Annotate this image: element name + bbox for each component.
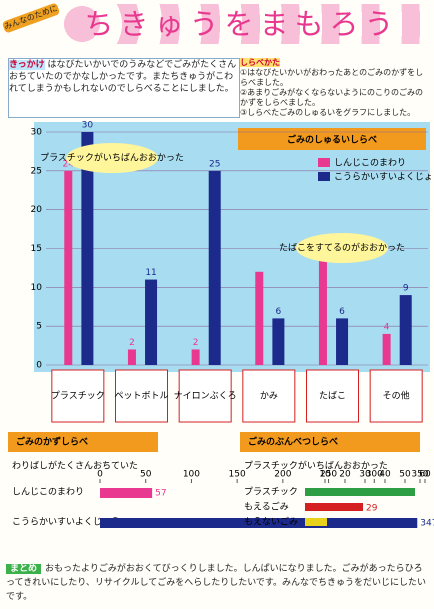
y-tick-label: 5: [36, 322, 42, 332]
x-tick-label: 20: [339, 470, 351, 480]
data-label: 347: [420, 519, 434, 529]
x-tick-label: 0: [97, 470, 103, 480]
data-label: 6: [339, 307, 345, 317]
bar: [127, 349, 136, 365]
data-label: 4: [384, 322, 390, 332]
y-tick-label: 10: [31, 283, 43, 293]
x-tick-label: 100: [183, 470, 200, 480]
x-tick-label: 50: [140, 470, 152, 480]
category-box: [242, 369, 296, 423]
chart-title: ごみのかずしらべ: [16, 436, 88, 448]
bar: [64, 170, 73, 365]
legend-swatch: [318, 172, 330, 181]
x-tick-label: かみ: [260, 391, 278, 402]
x-tick-label: たばこ: [319, 391, 346, 402]
x-tick-label: ナイロンぶくろ: [174, 391, 237, 402]
data-label: 24: [63, 159, 75, 169]
bar: [382, 333, 391, 365]
x-tick-label: 10: [319, 470, 331, 480]
summary-box: まとめ おもったよりごみがおおくてびっくりしました。しんぱいになりました。ごみがあ…: [6, 562, 428, 606]
method-item: ①はなびたいかいがおわったあとのごみのかずをしらべました。: [240, 68, 424, 87]
data-label: 57: [155, 489, 166, 499]
legend-label: こうらかいすいよくじょう: [334, 172, 434, 183]
bar: [305, 518, 327, 526]
bar: [318, 256, 327, 365]
y-tick-label: プラスチック: [244, 487, 298, 498]
motive-box: きっかけ はなびたいかいでのうみなどでごみがたくさんおちていたのでかなしかったで…: [8, 58, 240, 118]
bar: [272, 318, 285, 365]
note-bubble: [66, 143, 158, 173]
chart-title: ごみのしゅるいしらべ: [287, 134, 377, 146]
summary-text: おもったよりごみがおおくてびっくりしました。しんぱいになりました。ごみがあったら…: [6, 564, 427, 602]
legend-swatch: [318, 158, 330, 167]
title: ちきゅうをまもろう: [62, 4, 422, 44]
annotation: プラスチックがいちばんおおかった: [40, 152, 184, 164]
x-tick-label: 150: [229, 470, 246, 480]
y-tick-label: 30: [31, 128, 43, 138]
data-label: 9: [403, 284, 409, 294]
note-bubble: [296, 233, 388, 263]
method-item: ②あまりごみがなくならないようにのこりのごみのかずをしらべました。: [240, 88, 424, 107]
data-label: 25: [209, 159, 220, 169]
bar: [336, 318, 349, 365]
data-label: 29: [366, 504, 378, 514]
x-tick-label: 40: [379, 470, 391, 480]
bar: [305, 488, 415, 496]
data-label: 30: [82, 121, 94, 131]
data-label: 2: [129, 338, 135, 348]
chart-title: ごみのぶんべつしらべ: [248, 436, 338, 448]
x-tick-label: ペットボトル: [114, 391, 168, 402]
x-tick-label: 250: [320, 470, 337, 480]
y-tick-label: 20: [31, 205, 43, 215]
motive-text: はなびたいかいでのうみなどでごみがたくさんおちていたのでかなしかったです。またち…: [9, 60, 237, 94]
data-label: 11: [145, 268, 156, 278]
chart-title-bg: [240, 432, 420, 452]
legend-label: しんじこのまわり: [334, 158, 406, 169]
data-label: 6: [276, 307, 282, 317]
chart-title-bg: [238, 128, 426, 150]
x-tick-label: 350: [411, 470, 428, 480]
annotation: たばこをすてるのがおおかった: [279, 242, 405, 254]
bar: [255, 271, 264, 365]
method-label: しらべかた: [240, 58, 280, 67]
y-tick-label: もえるごみ: [244, 501, 289, 513]
chart-title-bg: [8, 432, 158, 452]
x-tick-label: 50: [399, 470, 411, 480]
bar: [208, 170, 221, 365]
category-box: [115, 369, 168, 423]
x-tick-label: プラスチック: [51, 391, 105, 402]
summary-label: まとめ: [6, 564, 42, 574]
category-box: [369, 369, 423, 423]
x-tick-label: 200: [274, 470, 291, 480]
bar: [100, 518, 418, 528]
x-tick-label: 60: [419, 470, 431, 480]
y-tick-label: 0: [36, 361, 42, 371]
note: わりばしがたくさんおちていた: [12, 460, 138, 472]
x-tick-label: 300: [366, 470, 383, 480]
bar: [145, 279, 158, 365]
x-tick-label: 30: [359, 470, 371, 480]
note: プラスチックがいちばんおおかった: [244, 460, 388, 472]
category-box: [306, 369, 359, 423]
y-tick-label: しんじこのまわり: [12, 487, 84, 498]
category-box: [178, 369, 232, 423]
bar: [399, 295, 412, 365]
y-tick-label: 15: [31, 244, 42, 254]
bar: [305, 503, 363, 511]
y-tick-label: 25: [31, 166, 42, 176]
method-item: ③しらべたごみのしゅるいをグラフにしました。: [240, 108, 416, 117]
category-box: [51, 369, 105, 423]
motive-label: きっかけ: [9, 60, 45, 70]
bar: [191, 349, 200, 365]
bar: [81, 132, 94, 365]
x-tick-label: その他: [383, 390, 410, 402]
y-tick-label: もえないごみ: [244, 516, 298, 528]
bar: [100, 488, 153, 498]
method-box: しらべかた ①はなびたいかいがおわったあとのごみのかずをしらべました。 ②あまりご…: [240, 58, 428, 120]
data-label: 2: [193, 338, 199, 348]
y-tick-label: こうらかいすいよくじょう: [12, 517, 120, 528]
